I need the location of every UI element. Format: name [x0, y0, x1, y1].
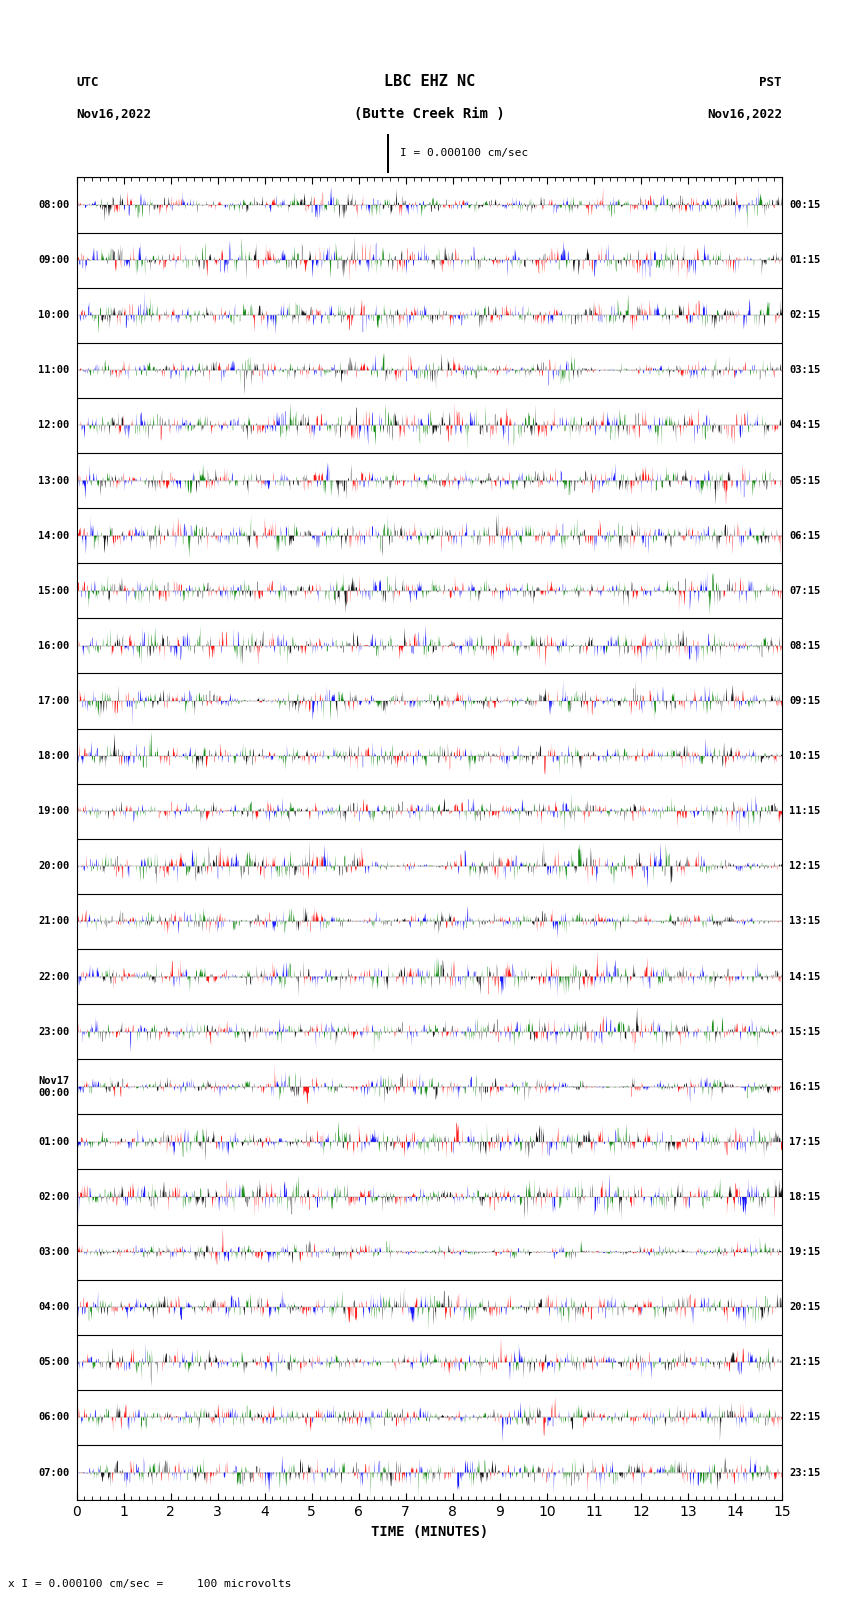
Text: 10:00: 10:00 [38, 310, 70, 321]
Text: 20:00: 20:00 [38, 861, 70, 871]
Text: 01:00: 01:00 [38, 1137, 70, 1147]
Text: UTC: UTC [76, 76, 99, 89]
Text: 14:15: 14:15 [789, 971, 820, 982]
Text: 08:00: 08:00 [38, 200, 70, 210]
Text: Nov16,2022: Nov16,2022 [707, 108, 782, 121]
Text: 07:15: 07:15 [789, 586, 820, 595]
Text: 12:00: 12:00 [38, 421, 70, 431]
Text: 09:15: 09:15 [789, 695, 820, 706]
Text: Nov17
00:00: Nov17 00:00 [38, 1076, 70, 1097]
Text: 16:15: 16:15 [789, 1082, 820, 1092]
Text: 09:00: 09:00 [38, 255, 70, 265]
Text: 02:00: 02:00 [38, 1192, 70, 1202]
Text: I = 0.000100 cm/sec: I = 0.000100 cm/sec [400, 148, 528, 158]
Text: 06:15: 06:15 [789, 531, 820, 540]
Text: 18:15: 18:15 [789, 1192, 820, 1202]
Text: 04:15: 04:15 [789, 421, 820, 431]
Text: 22:15: 22:15 [789, 1413, 820, 1423]
Text: 06:00: 06:00 [38, 1413, 70, 1423]
Text: x I = 0.000100 cm/sec =     100 microvolts: x I = 0.000100 cm/sec = 100 microvolts [8, 1579, 292, 1589]
Text: 18:00: 18:00 [38, 752, 70, 761]
Text: 05:15: 05:15 [789, 476, 820, 486]
Text: 13:00: 13:00 [38, 476, 70, 486]
X-axis label: TIME (MINUTES): TIME (MINUTES) [371, 1524, 488, 1539]
Text: 02:15: 02:15 [789, 310, 820, 321]
Text: 01:15: 01:15 [789, 255, 820, 265]
Text: PST: PST [760, 76, 782, 89]
Text: 05:00: 05:00 [38, 1357, 70, 1368]
Text: 16:00: 16:00 [38, 640, 70, 652]
Text: (Butte Creek Rim ): (Butte Creek Rim ) [354, 106, 505, 121]
Text: 19:15: 19:15 [789, 1247, 820, 1257]
Text: LBC EHZ NC: LBC EHZ NC [383, 74, 475, 89]
Text: 21:15: 21:15 [789, 1357, 820, 1368]
Text: 21:00: 21:00 [38, 916, 70, 926]
Text: 17:00: 17:00 [38, 695, 70, 706]
Text: 03:00: 03:00 [38, 1247, 70, 1257]
Text: 10:15: 10:15 [789, 752, 820, 761]
Text: 19:00: 19:00 [38, 806, 70, 816]
Text: 15:00: 15:00 [38, 586, 70, 595]
Text: 20:15: 20:15 [789, 1302, 820, 1313]
Text: 13:15: 13:15 [789, 916, 820, 926]
Text: 23:15: 23:15 [789, 1468, 820, 1478]
Text: Nov16,2022: Nov16,2022 [76, 108, 151, 121]
Text: 04:00: 04:00 [38, 1302, 70, 1313]
Text: 22:00: 22:00 [38, 971, 70, 982]
Text: 15:15: 15:15 [789, 1026, 820, 1037]
Text: 11:00: 11:00 [38, 365, 70, 376]
Text: 14:00: 14:00 [38, 531, 70, 540]
Text: 23:00: 23:00 [38, 1026, 70, 1037]
Text: 07:00: 07:00 [38, 1468, 70, 1478]
Text: 11:15: 11:15 [789, 806, 820, 816]
Text: 17:15: 17:15 [789, 1137, 820, 1147]
Text: 03:15: 03:15 [789, 365, 820, 376]
Text: 12:15: 12:15 [789, 861, 820, 871]
Text: 00:15: 00:15 [789, 200, 820, 210]
Text: 08:15: 08:15 [789, 640, 820, 652]
